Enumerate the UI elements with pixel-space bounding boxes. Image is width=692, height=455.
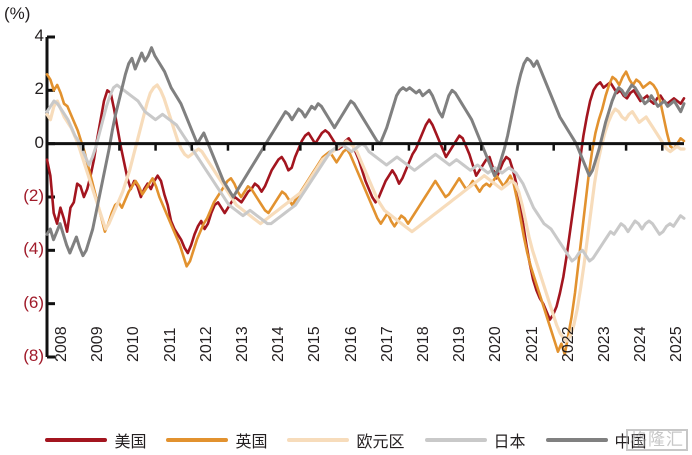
y-tick-label: 4 bbox=[34, 26, 44, 45]
x-tick-label: 2012 bbox=[197, 326, 215, 362]
x-tick-label: 2011 bbox=[161, 327, 179, 362]
x-tick-label: 2021 bbox=[523, 326, 541, 362]
legend-label: 欧元区 bbox=[356, 434, 405, 451]
legend-item-china[interactable]: 中国 bbox=[545, 428, 647, 452]
x-tick-label: 2025 bbox=[668, 326, 686, 362]
legend-item-eurozone[interactable]: 欧元区 bbox=[287, 428, 405, 452]
x-tick-label: 2013 bbox=[233, 326, 251, 362]
legend-label: 美国 bbox=[114, 434, 147, 451]
legend-swatch-icon bbox=[545, 438, 608, 442]
x-tick-label: 2024 bbox=[632, 326, 650, 362]
legend-item-uk[interactable]: 英国 bbox=[166, 428, 267, 452]
watermark-logo: 格隆汇 bbox=[626, 429, 688, 451]
chart-legend: 美国 英国 欧元区 日本 中国 bbox=[0, 427, 692, 453]
legend-label: 中国 bbox=[614, 434, 647, 451]
legend-label: 英国 bbox=[235, 434, 268, 451]
legend-swatch-icon bbox=[166, 438, 229, 442]
y-axis-unit-label: (%) bbox=[4, 4, 31, 23]
x-tick-label: 2018 bbox=[414, 326, 432, 362]
legend-item-us[interactable]: 美国 bbox=[45, 428, 146, 452]
x-tick-label: 2010 bbox=[125, 326, 143, 362]
legend-item-japan[interactable]: 日本 bbox=[424, 428, 526, 452]
y-tick-label: (8) bbox=[23, 346, 44, 365]
legend-swatch-icon bbox=[424, 438, 487, 442]
y-tick-label: (2) bbox=[23, 186, 44, 205]
legend-swatch-icon bbox=[287, 438, 350, 442]
x-tick-label: 2008 bbox=[53, 326, 70, 362]
x-tick-label: 2020 bbox=[487, 326, 505, 362]
x-tick-label: 2017 bbox=[378, 326, 396, 362]
legend-swatch-icon bbox=[45, 438, 108, 442]
x-tick-label: 2016 bbox=[342, 326, 360, 362]
x-tick-label: 2009 bbox=[89, 326, 107, 362]
y-tick-label: 2 bbox=[34, 79, 44, 99]
y-tick-label: (6) bbox=[23, 292, 44, 312]
y-tick-label: (4) bbox=[23, 239, 44, 259]
x-tick-label: 2019 bbox=[451, 326, 469, 362]
x-tick-label: 2023 bbox=[595, 326, 613, 362]
legend-label: 日本 bbox=[493, 434, 526, 451]
y-tick-label: 0 bbox=[34, 132, 44, 152]
x-tick-label: 2022 bbox=[559, 326, 577, 362]
x-tick-label: 2015 bbox=[306, 326, 324, 362]
x-tick-label: 2014 bbox=[270, 326, 288, 362]
